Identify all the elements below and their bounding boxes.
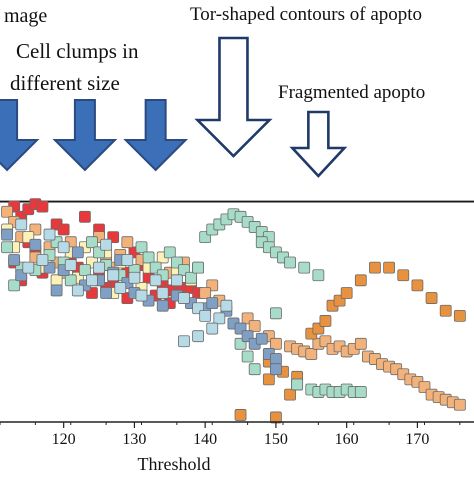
annotation-label: different size: [10, 71, 120, 95]
data-point: [135, 241, 148, 254]
data-point: [248, 363, 261, 376]
data-point: [57, 241, 70, 254]
data-point: [284, 388, 296, 401]
data-point: [50, 284, 63, 297]
data-point: [354, 274, 367, 287]
data-point: [36, 200, 49, 213]
data-point: [1, 205, 13, 218]
filled-arrow: [0, 99, 40, 172]
data-point: [156, 287, 169, 299]
x-tick-label: 150: [264, 431, 288, 448]
data-point: [121, 254, 134, 266]
data-point: [78, 210, 91, 223]
annotation-label: Tor-shaped contours of apopto: [190, 4, 422, 25]
x-tick-label: 140: [193, 431, 217, 448]
data-point: [199, 309, 212, 322]
data-point: [397, 269, 410, 282]
data-point: [142, 251, 155, 264]
data-point: [298, 261, 311, 274]
data-point: [305, 348, 318, 360]
x-tick-label: 120: [52, 431, 76, 448]
data-point: [369, 261, 381, 274]
data-point: [241, 350, 254, 363]
data-point: [29, 238, 42, 251]
data-point: [439, 304, 452, 317]
data-point: [100, 287, 113, 299]
data-point: [22, 261, 35, 274]
annotation-label: Fragmented apopto: [278, 82, 425, 103]
data-point: [453, 309, 466, 322]
data-point: [185, 271, 197, 284]
data-point: [213, 312, 226, 325]
data-point: [178, 335, 190, 348]
filled-arrow: [52, 99, 118, 172]
x-tick-label: 170: [405, 431, 429, 448]
data-point: [107, 269, 120, 282]
data-point: [248, 320, 261, 332]
data-point: [284, 256, 296, 269]
data-point: [270, 353, 282, 365]
data-point: [114, 282, 127, 294]
data-point: [57, 223, 70, 236]
data-point: [291, 378, 304, 391]
x-tick-label: 160: [335, 431, 359, 448]
data-point: [255, 332, 268, 345]
data-point: [36, 254, 49, 266]
x-axis-title: Threshold: [138, 454, 211, 474]
data-point: [411, 279, 424, 292]
data-point: [270, 363, 282, 376]
data-point: [192, 330, 204, 343]
data-point: [163, 246, 176, 259]
data-point: [206, 322, 219, 335]
data-point: [312, 269, 325, 282]
annotation-label: Cell clumps in: [16, 39, 139, 63]
data-point: [121, 236, 134, 249]
data-point: [15, 218, 28, 231]
data-point: [319, 315, 332, 327]
data-point: [8, 254, 21, 266]
data-point: [354, 337, 367, 350]
data-point: [262, 373, 275, 386]
data-point: [1, 241, 13, 254]
data-point: [178, 292, 190, 304]
data-point: [170, 274, 183, 287]
data-point: [383, 261, 396, 274]
data-point: [100, 238, 113, 251]
data-point: [86, 236, 98, 249]
outline-arrow: [194, 36, 273, 158]
data-point: [78, 264, 91, 277]
data-point: [1, 228, 13, 241]
data-point: [220, 299, 233, 312]
data-point: [86, 274, 98, 287]
data-point: [270, 337, 282, 350]
data-point: [199, 287, 212, 299]
data-point: [354, 386, 367, 398]
data-point: [149, 274, 162, 287]
data-point: [192, 261, 204, 274]
data-point: [234, 409, 247, 421]
annotation-label: mage: [4, 5, 47, 27]
data-point: [156, 299, 169, 312]
outline-arrow: [289, 110, 348, 178]
data-point: [64, 274, 77, 287]
data-point: [64, 259, 77, 271]
data-point: [425, 292, 438, 304]
data-point: [270, 307, 282, 320]
data-point: [135, 289, 148, 302]
data-point: [71, 284, 84, 297]
data-point: [93, 261, 105, 274]
data-point: [453, 398, 466, 411]
data-point: [206, 297, 219, 310]
data-point: [71, 246, 84, 259]
data-point: [340, 287, 353, 299]
data-point: [8, 279, 21, 292]
data-point: [128, 271, 141, 284]
filled-arrow: [123, 99, 189, 172]
x-tick-label: 130: [122, 431, 146, 448]
data-point: [50, 274, 63, 287]
data-point: [43, 228, 56, 241]
